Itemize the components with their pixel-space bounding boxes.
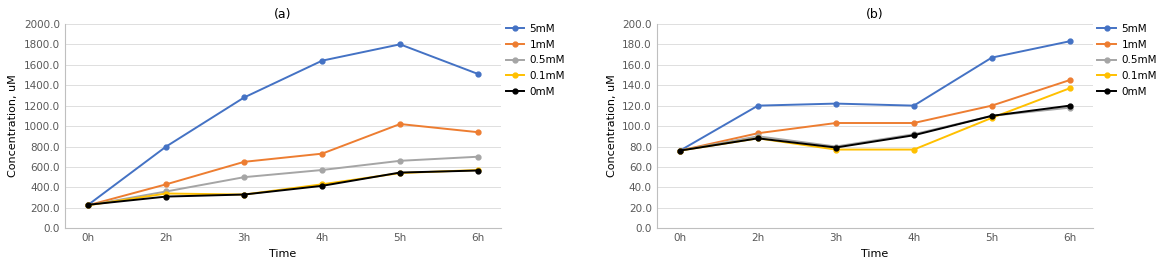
5mM — [751, 104, 765, 107]
Line: 5mM: 5mM — [86, 42, 480, 207]
5mM — [906, 104, 920, 107]
0.5mM — [906, 133, 920, 136]
Legend: 5mM, 1mM, 0.5mM, 0.1mM, 0mM: 5mM, 1mM, 0.5mM, 0.1mM, 0mM — [506, 24, 565, 97]
0mM — [984, 114, 998, 117]
5mM — [1062, 40, 1076, 43]
Line: 0.5mM: 0.5mM — [678, 105, 1072, 153]
Line: 5mM: 5mM — [678, 39, 1072, 153]
Line: 0.1mM: 0.1mM — [86, 168, 480, 208]
0.5mM — [315, 168, 329, 172]
0.1mM — [673, 149, 687, 152]
0.5mM — [238, 176, 252, 179]
1mM — [984, 104, 998, 107]
5mM — [984, 56, 998, 59]
Y-axis label: Concentration, uM: Concentration, uM — [8, 75, 19, 178]
Title: (b): (b) — [866, 8, 884, 21]
0.1mM — [315, 183, 329, 186]
0mM — [471, 169, 485, 172]
Line: 0.1mM: 0.1mM — [678, 86, 1072, 153]
0.1mM — [393, 171, 407, 175]
Title: (a): (a) — [275, 8, 292, 21]
0.1mM — [238, 193, 252, 196]
0mM — [673, 149, 687, 152]
Line: 0mM: 0mM — [678, 103, 1072, 153]
5mM — [673, 149, 687, 152]
0.5mM — [160, 190, 174, 193]
0mM — [160, 195, 174, 198]
0.5mM — [984, 114, 998, 117]
0.1mM — [751, 137, 765, 140]
1mM — [393, 123, 407, 126]
0.1mM — [906, 148, 920, 151]
5mM — [238, 96, 252, 99]
0mM — [1062, 104, 1076, 107]
0.1mM — [471, 168, 485, 172]
0.1mM — [82, 204, 96, 207]
Line: 1mM: 1mM — [678, 78, 1072, 153]
1mM — [471, 131, 485, 134]
0.5mM — [673, 149, 687, 152]
5mM — [471, 72, 485, 76]
Line: 0.5mM: 0.5mM — [86, 154, 480, 208]
1mM — [673, 149, 687, 152]
0mM — [238, 193, 252, 196]
0mM — [393, 171, 407, 174]
0mM — [315, 184, 329, 187]
1mM — [906, 121, 920, 125]
Line: 1mM: 1mM — [86, 121, 480, 208]
Legend: 5mM, 1mM, 0.5mM, 0.1mM, 0mM: 5mM, 1mM, 0.5mM, 0.1mM, 0mM — [1097, 24, 1157, 97]
0.5mM — [751, 135, 765, 138]
1mM — [82, 204, 96, 207]
5mM — [393, 43, 407, 46]
Y-axis label: Concentration, uM: Concentration, uM — [607, 75, 616, 178]
1mM — [751, 132, 765, 135]
0.5mM — [471, 155, 485, 158]
1mM — [238, 160, 252, 163]
0.1mM — [1062, 87, 1076, 90]
0mM — [906, 134, 920, 137]
5mM — [160, 145, 174, 148]
0mM — [829, 146, 843, 149]
0mM — [82, 203, 96, 206]
0.5mM — [82, 204, 96, 207]
0mM — [751, 137, 765, 140]
0.1mM — [160, 192, 174, 195]
0.5mM — [829, 145, 843, 148]
5mM — [315, 59, 329, 62]
5mM — [829, 102, 843, 105]
Line: 0mM: 0mM — [86, 168, 480, 207]
1mM — [829, 121, 843, 125]
5mM — [82, 203, 96, 206]
1mM — [1062, 78, 1076, 82]
0.1mM — [829, 148, 843, 151]
X-axis label: Time: Time — [861, 249, 889, 259]
0.5mM — [393, 159, 407, 162]
1mM — [160, 183, 174, 186]
0.5mM — [1062, 106, 1076, 109]
0.1mM — [984, 116, 998, 120]
1mM — [315, 152, 329, 155]
X-axis label: Time: Time — [269, 249, 297, 259]
